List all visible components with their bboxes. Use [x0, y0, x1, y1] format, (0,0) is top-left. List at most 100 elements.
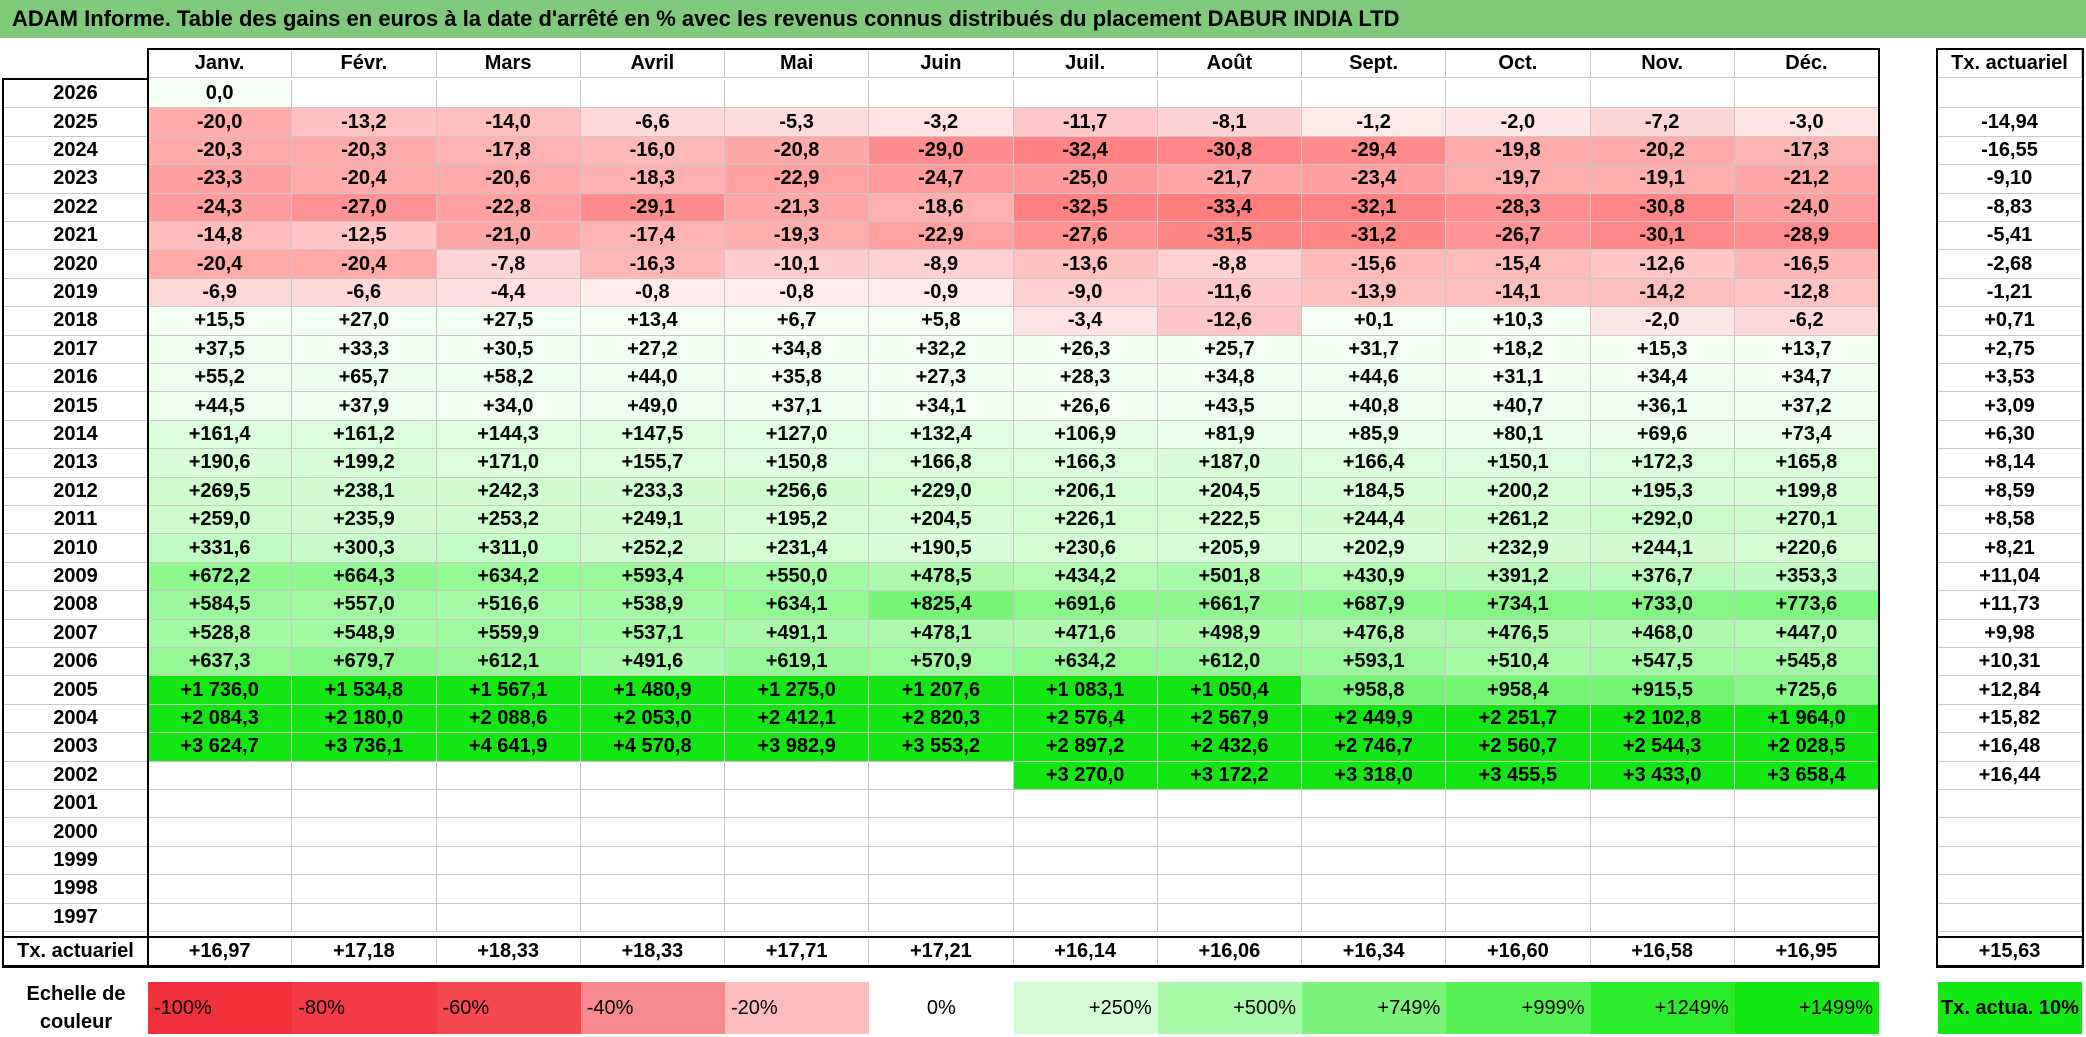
gain-cell: +34,8: [725, 335, 870, 364]
gain-cell: -20,4: [292, 165, 437, 194]
gain-cell: +958,8: [1302, 676, 1447, 705]
gain-cell: [1590, 80, 1735, 109]
gain-cell: -7,8: [436, 250, 581, 279]
gain-cell: +44,5: [148, 392, 293, 421]
gain-cell: -30,1: [1590, 222, 1735, 251]
gain-cell: +242,3: [436, 477, 581, 506]
month-header: Mars: [436, 50, 581, 78]
gain-cell: -27,0: [292, 193, 437, 222]
gain-cell: [1013, 80, 1158, 109]
gain-cell: [725, 903, 870, 932]
footer-rate-cell: +16,58: [1590, 937, 1735, 967]
year-label: 2006: [4, 648, 148, 677]
gain-cell: +204,5: [1157, 477, 1302, 506]
gain-cell: -13,6: [1013, 250, 1158, 279]
gain-cell: +190,6: [148, 449, 293, 478]
gain-cell: [1013, 903, 1158, 932]
gain-cell: +491,1: [725, 619, 870, 648]
gain-cell: -14,1: [1446, 278, 1591, 308]
gain-cell: +270,1: [1734, 506, 1879, 535]
gain-cell: +49,0: [580, 392, 725, 421]
gain-cell: -12,8: [1734, 278, 1879, 308]
gain-cell: [725, 80, 870, 109]
gain-cell: +570,9: [869, 648, 1014, 677]
gain-cell: [148, 761, 293, 790]
gain-cell: -20,8: [725, 136, 870, 166]
color-scale-swatch: +749%: [1302, 982, 1447, 1034]
gain-cell: [580, 875, 725, 904]
gain-cell: -21,3: [725, 193, 870, 222]
year-label: 2025: [4, 108, 148, 137]
color-scale-swatch: -100%: [148, 982, 293, 1034]
year-label: 2016: [4, 364, 148, 393]
gain-cell: -19,8: [1446, 136, 1591, 166]
gain-cell: -6,9: [148, 278, 293, 308]
color-scale-swatch: -40%: [580, 982, 725, 1034]
gain-cell: -18,3: [580, 165, 725, 194]
gain-cell: +222,5: [1157, 506, 1302, 535]
gain-cell: +593,1: [1302, 648, 1447, 677]
color-scale-swatch: -20%: [725, 982, 870, 1034]
footer-rate-cell: +18,33: [580, 937, 725, 967]
gain-cell: [436, 790, 581, 819]
gain-cell: +0,1: [1302, 307, 1447, 336]
gain-cell: +958,4: [1446, 676, 1591, 705]
gain-cell: +165,8: [1734, 449, 1879, 478]
gain-cell: [1590, 846, 1735, 876]
gain-cell: +184,5: [1302, 477, 1447, 506]
year-label: 2010: [4, 534, 148, 563]
annual-rate-cell: +8,14: [1938, 449, 2082, 478]
gain-cell: +27,0: [292, 307, 437, 336]
gain-cell: -5,3: [725, 108, 870, 137]
year-label: 1997: [4, 903, 148, 932]
gain-cell: +2 412,1: [725, 704, 870, 734]
annual-rate-cell: +16,44: [1938, 761, 2082, 790]
gain-cell: [292, 846, 437, 876]
gain-cell: -15,4: [1446, 250, 1591, 279]
gain-cell: +447,0: [1734, 619, 1879, 648]
gain-cell: +27,3: [869, 364, 1014, 393]
footer-rate-cell: +17,18: [292, 937, 437, 967]
gain-cell: [436, 818, 581, 847]
year-label: 2013: [4, 449, 148, 478]
gain-cell: -6,6: [292, 278, 437, 308]
color-scale-swatch: +999%: [1446, 982, 1591, 1034]
gain-cell: -16,5: [1734, 250, 1879, 279]
gain-cell: [869, 875, 1014, 904]
month-header: Juil.: [1013, 50, 1158, 78]
gain-cell: -20,4: [292, 250, 437, 279]
gain-cell: -2,0: [1590, 307, 1735, 336]
gain-cell: +1 480,9: [580, 676, 725, 705]
year-label: 2007: [4, 619, 148, 648]
gain-cell: +501,8: [1157, 562, 1302, 592]
gain-cell: [436, 903, 581, 932]
gain-cell: [436, 875, 581, 904]
gain-cell: +238,1: [292, 477, 437, 506]
gain-cell: [725, 875, 870, 904]
gain-cell: -8,9: [869, 250, 1014, 279]
gain-cell: [1446, 790, 1591, 819]
gain-cell: -32,1: [1302, 193, 1447, 222]
month-header: Mai: [725, 50, 870, 78]
gain-cell: +166,8: [869, 449, 1014, 478]
gain-cell: +2 576,4: [1013, 704, 1158, 734]
month-header: Déc.: [1734, 50, 1879, 78]
gain-cell: +2 820,3: [869, 704, 1014, 734]
gain-cell: +244,1: [1590, 534, 1735, 563]
year-label: 2020: [4, 250, 148, 279]
gain-cell: [1013, 846, 1158, 876]
gain-cell: -1,2: [1302, 108, 1447, 137]
footer-rate-cell: +16,34: [1302, 937, 1447, 967]
gain-cell: +1 083,1: [1013, 676, 1158, 705]
annual-rate-cell: +12,84: [1938, 676, 2082, 705]
gain-cell: -12,6: [1590, 250, 1735, 279]
gain-cell: +2 102,8: [1590, 704, 1735, 734]
footer-label: Tx. actuariel: [4, 937, 148, 967]
gain-cell: +2 567,9: [1157, 704, 1302, 734]
annual-rate-cell: [1938, 846, 2082, 876]
gain-cell: -32,4: [1013, 136, 1158, 166]
gain-cell: [1446, 80, 1591, 109]
annual-rate-cell: -8,83: [1938, 193, 2082, 222]
gain-cell: +27,5: [436, 307, 581, 336]
gain-cell: [1734, 818, 1879, 847]
